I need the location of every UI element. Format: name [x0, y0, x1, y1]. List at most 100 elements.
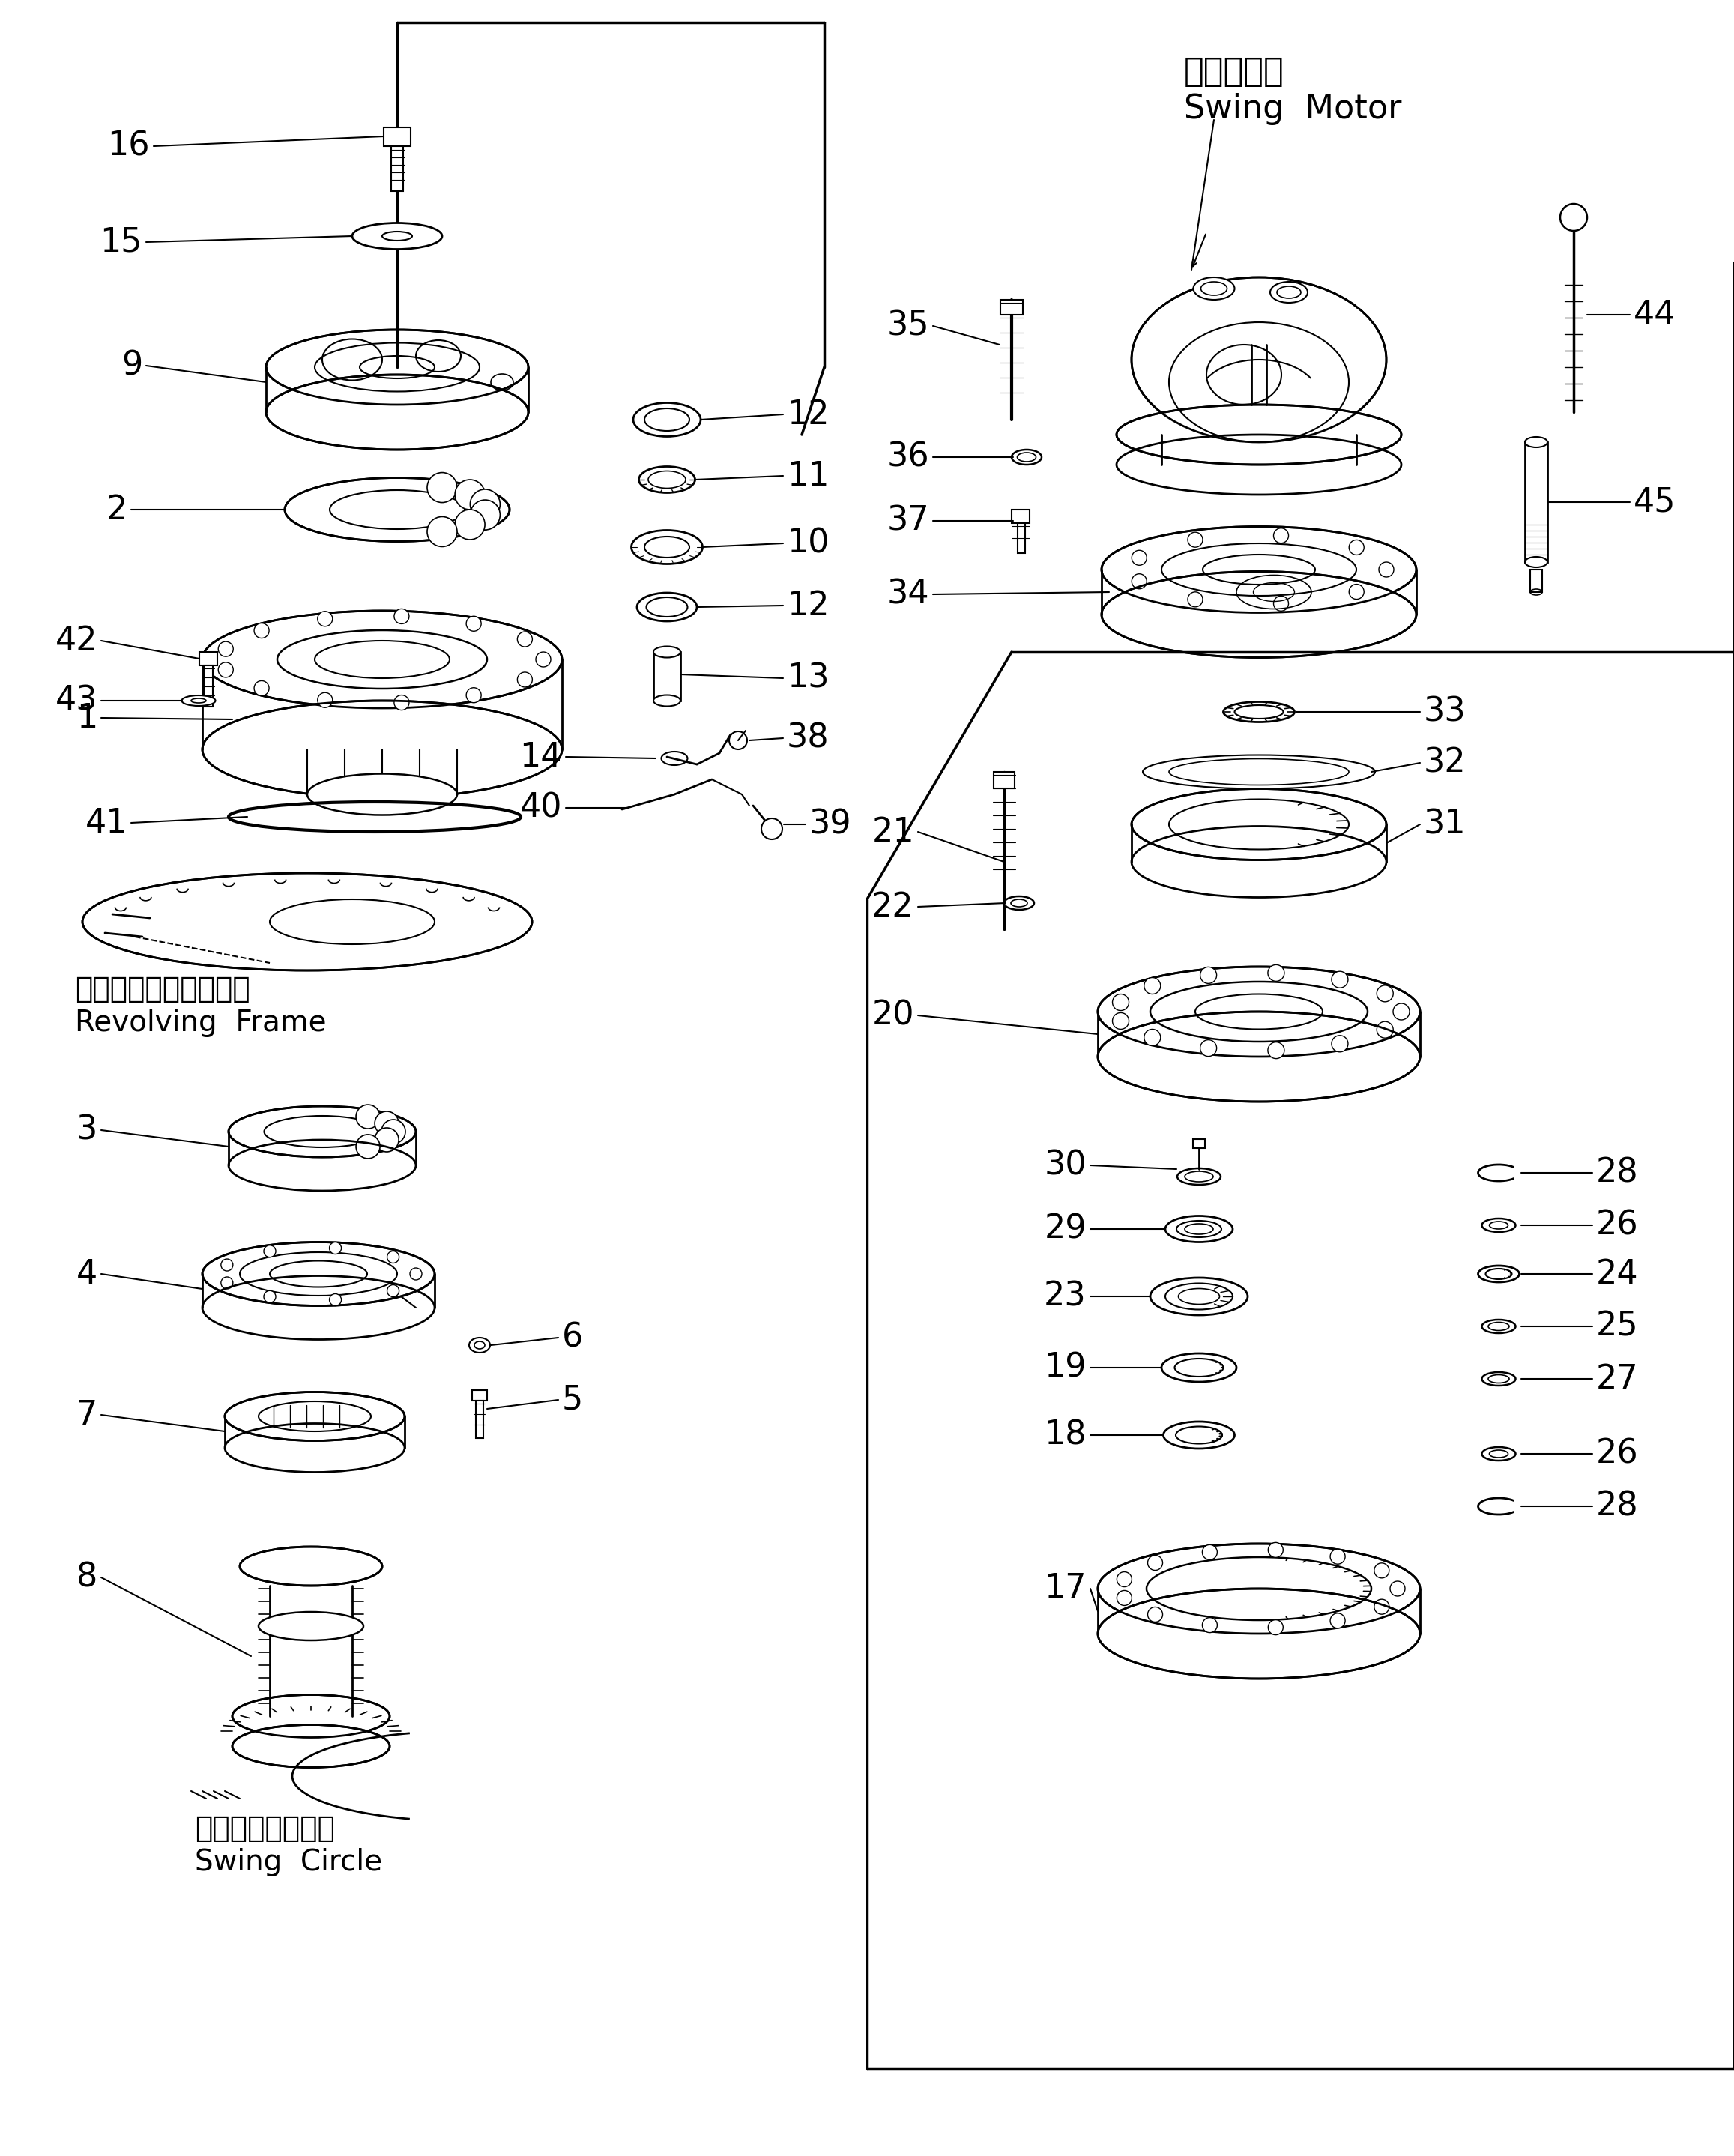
Circle shape	[427, 472, 458, 502]
Text: 42: 42	[55, 625, 97, 658]
Circle shape	[728, 731, 747, 750]
Circle shape	[470, 489, 499, 520]
Ellipse shape	[1483, 1218, 1516, 1231]
Ellipse shape	[1098, 966, 1420, 1056]
Circle shape	[1330, 1550, 1346, 1563]
Text: 旋回モータ: 旋回モータ	[1184, 56, 1285, 86]
Ellipse shape	[1132, 278, 1385, 442]
Bar	[994, 772, 1014, 789]
Ellipse shape	[633, 403, 701, 436]
Circle shape	[317, 612, 333, 627]
Circle shape	[1377, 1022, 1392, 1037]
Bar	[1524, 442, 1547, 563]
Ellipse shape	[1483, 1447, 1516, 1460]
Text: 25: 25	[1595, 1311, 1639, 1343]
Text: 22: 22	[872, 890, 914, 923]
Circle shape	[355, 1134, 380, 1158]
Circle shape	[329, 1242, 342, 1255]
Ellipse shape	[1524, 438, 1547, 448]
Text: 35: 35	[886, 310, 929, 343]
Circle shape	[536, 651, 551, 666]
Bar	[1011, 509, 1030, 524]
Ellipse shape	[1098, 1544, 1420, 1634]
Circle shape	[317, 692, 333, 707]
Text: 15: 15	[101, 226, 142, 259]
Circle shape	[220, 1259, 232, 1272]
Circle shape	[1200, 968, 1217, 983]
Text: 26: 26	[1595, 1438, 1639, 1470]
Circle shape	[218, 662, 234, 677]
Ellipse shape	[1222, 703, 1295, 722]
Text: 7: 7	[76, 1399, 97, 1432]
Ellipse shape	[232, 1725, 390, 1768]
Circle shape	[1117, 1591, 1132, 1606]
Ellipse shape	[1143, 755, 1375, 789]
Bar	[654, 651, 680, 701]
Circle shape	[1373, 1600, 1389, 1615]
Text: 5: 5	[562, 1384, 583, 1416]
Bar	[392, 147, 402, 192]
Ellipse shape	[1177, 1169, 1221, 1186]
Ellipse shape	[239, 1546, 381, 1585]
Ellipse shape	[1101, 526, 1417, 612]
Ellipse shape	[1098, 1011, 1420, 1102]
Ellipse shape	[203, 610, 562, 707]
Ellipse shape	[654, 694, 680, 707]
Text: 8: 8	[76, 1561, 97, 1593]
Circle shape	[355, 1104, 380, 1128]
Text: 1: 1	[76, 703, 97, 733]
Circle shape	[454, 479, 486, 509]
Ellipse shape	[1193, 278, 1235, 300]
Circle shape	[1379, 563, 1394, 578]
Circle shape	[1144, 1028, 1160, 1046]
Ellipse shape	[203, 1242, 435, 1307]
Text: 18: 18	[1044, 1419, 1087, 1451]
Text: 33: 33	[1424, 696, 1467, 729]
Bar	[205, 666, 213, 707]
Ellipse shape	[470, 1337, 491, 1352]
Text: 38: 38	[787, 722, 829, 755]
Circle shape	[329, 1294, 342, 1307]
Circle shape	[1113, 1013, 1129, 1028]
Circle shape	[1148, 1554, 1162, 1570]
Circle shape	[1202, 1617, 1217, 1632]
Circle shape	[1113, 994, 1129, 1011]
Ellipse shape	[631, 530, 702, 565]
Ellipse shape	[1165, 1216, 1233, 1242]
Text: 34: 34	[886, 578, 929, 610]
Circle shape	[1273, 528, 1288, 543]
Ellipse shape	[83, 873, 532, 970]
Bar	[475, 1401, 484, 1438]
Circle shape	[1332, 1035, 1347, 1052]
Bar	[1529, 569, 1542, 593]
Text: 41: 41	[85, 806, 127, 839]
Circle shape	[466, 617, 480, 632]
Circle shape	[387, 1285, 399, 1296]
Ellipse shape	[1483, 1319, 1516, 1332]
Text: 43: 43	[55, 686, 97, 716]
Circle shape	[255, 623, 269, 638]
Text: 32: 32	[1424, 746, 1467, 778]
Text: 29: 29	[1044, 1214, 1087, 1246]
Text: 12: 12	[787, 589, 829, 621]
Ellipse shape	[645, 537, 690, 558]
Bar	[472, 1391, 487, 1401]
Ellipse shape	[649, 470, 685, 487]
Circle shape	[1332, 972, 1347, 987]
Ellipse shape	[647, 597, 687, 617]
Ellipse shape	[636, 593, 697, 621]
Ellipse shape	[1132, 789, 1385, 860]
Text: 37: 37	[886, 505, 929, 537]
Ellipse shape	[1269, 282, 1307, 302]
Ellipse shape	[645, 407, 690, 431]
Circle shape	[220, 1276, 232, 1289]
Circle shape	[1391, 1580, 1405, 1595]
Text: Revolving  Frame: Revolving Frame	[75, 1009, 326, 1037]
Ellipse shape	[182, 696, 215, 705]
Circle shape	[1200, 1039, 1217, 1056]
Ellipse shape	[1011, 451, 1042, 466]
Circle shape	[1349, 584, 1365, 599]
Circle shape	[761, 819, 782, 839]
Circle shape	[264, 1246, 276, 1257]
Ellipse shape	[307, 774, 458, 815]
